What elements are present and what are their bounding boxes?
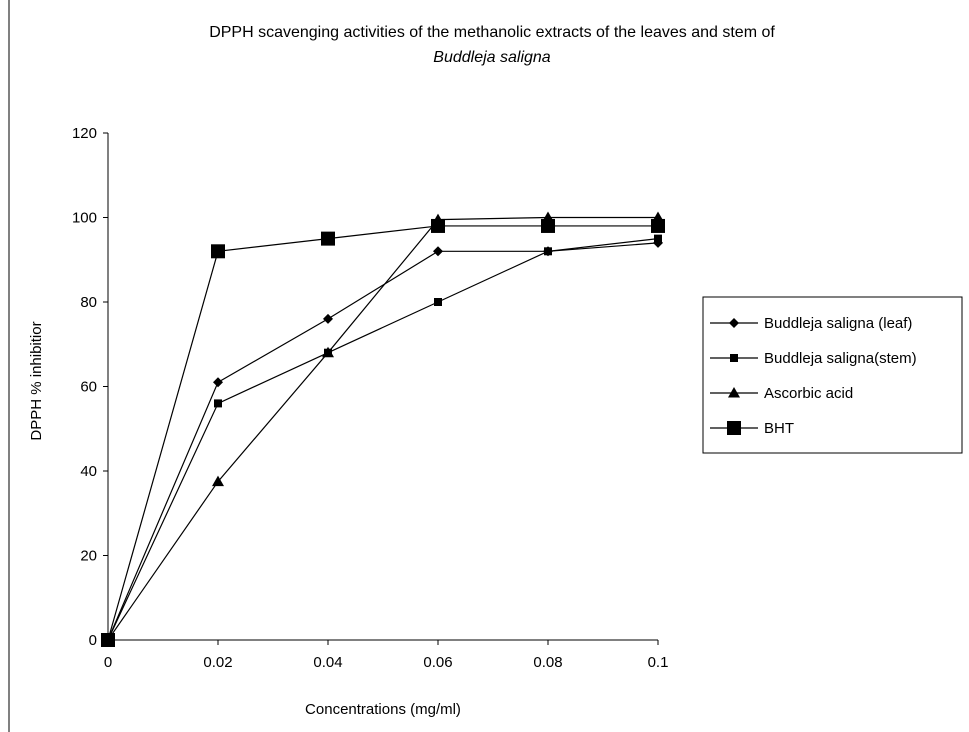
data-point: [323, 313, 333, 324]
legend-entry: Buddleja saligna(stem): [710, 350, 917, 367]
data-point: [544, 247, 552, 256]
chart-title: DPPH scavenging activities of the methan…: [209, 24, 775, 41]
legend-label: Buddleja saligna (leaf): [764, 315, 912, 332]
data-point: [433, 246, 443, 257]
chart-subtitle: Buddleja saligna: [433, 49, 551, 66]
y-tick-label: 60: [80, 379, 97, 396]
x-axis-ticks: 0 0.02 0.04 0.06 0.08 0.1: [104, 640, 669, 671]
data-point: [541, 218, 555, 233]
y-tick-label: 20: [80, 548, 97, 565]
legend-marker: [727, 421, 741, 435]
y-tick-label: 80: [80, 294, 97, 311]
x-tick-label: 0.04: [313, 654, 342, 671]
legend-marker: [728, 387, 740, 398]
data-point: [322, 346, 334, 358]
data-point: [321, 231, 335, 246]
series-line: [107, 238, 659, 641]
y-axis-label: DPPH % inhibitior: [28, 321, 45, 440]
series-line: [107, 216, 658, 641]
legend-entry: BHT: [710, 420, 794, 437]
y-tick-label: 120: [72, 125, 97, 142]
y-axis-ticks: 0 20 40 60 80 100 120: [72, 125, 108, 649]
data-point: [214, 399, 222, 408]
legend-entry: Ascorbic acid: [710, 385, 853, 402]
data-point: [654, 234, 662, 243]
legend-label: Buddleja saligna(stem): [764, 350, 917, 367]
series-group: [101, 211, 665, 647]
data-point: [434, 298, 442, 306]
data-point: [211, 244, 225, 259]
legend-label: BHT: [764, 420, 794, 437]
x-tick-label: 0: [104, 654, 112, 671]
legend-label: Ascorbic acid: [764, 385, 853, 402]
data-point: [213, 377, 223, 388]
y-tick-label: 0: [89, 632, 97, 649]
series-3: [101, 218, 665, 647]
x-tick-label: 0.08: [533, 654, 562, 671]
x-tick-label: 0.06: [423, 654, 452, 671]
x-tick-label: 0.1: [648, 654, 669, 671]
series-line: [107, 242, 659, 641]
y-tick-label: 40: [80, 463, 97, 480]
y-tick-label: 100: [72, 210, 97, 227]
legend-entry: Buddleja saligna (leaf): [710, 315, 912, 332]
data-point: [651, 218, 665, 233]
legend: Buddleja saligna (leaf) Buddleja saligna(…: [702, 296, 963, 454]
x-tick-label: 0.02: [203, 654, 232, 671]
series-0: [103, 237, 663, 645]
axes: [107, 133, 658, 641]
series-line: [107, 225, 658, 641]
x-axis-label: Concentrations (mg/ml): [305, 701, 461, 718]
data-point: [431, 218, 445, 233]
legend-marker: [730, 354, 738, 362]
legend-marker: [729, 318, 739, 328]
series-1: [104, 234, 662, 644]
data-point: [101, 633, 115, 647]
legend-items: Buddleja saligna (leaf) Buddleja saligna(…: [710, 315, 917, 437]
series-2: [102, 211, 664, 645]
data-point: [212, 475, 224, 487]
